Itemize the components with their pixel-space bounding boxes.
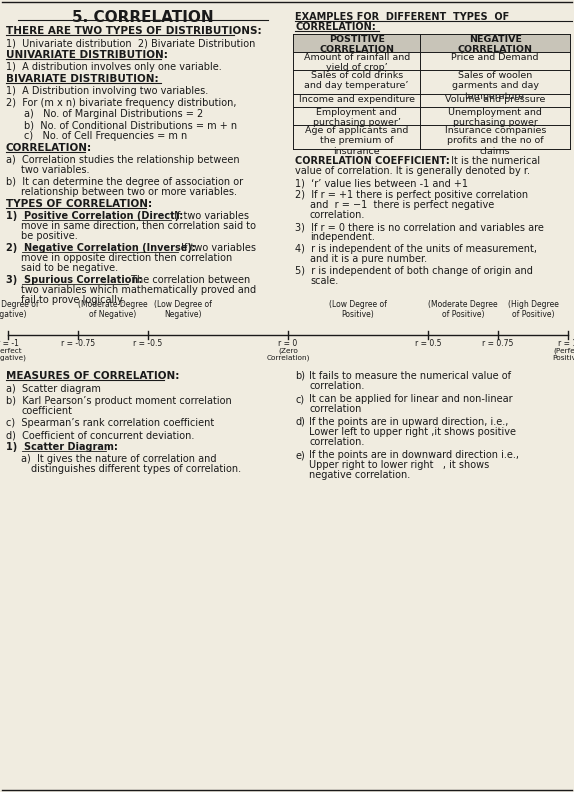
Text: b): b) [295,371,305,381]
Text: EXAMPLES FOR  DIFFERENT  TYPES  OF: EXAMPLES FOR DIFFERENT TYPES OF [295,12,509,22]
Text: The correlation between: The correlation between [128,275,250,285]
Text: independent.: independent. [310,232,375,242]
Text: THERE ARE TWO TYPES OF DISTRIBUTIONS:: THERE ARE TWO TYPES OF DISTRIBUTIONS: [6,26,262,36]
Text: 1)  A distribution involves only one variable.: 1) A distribution involves only one vari… [6,62,222,72]
Text: Sales of cold drinks
and day temperature’: Sales of cold drinks and day temperature… [304,71,409,90]
Text: CORRELATION:: CORRELATION: [295,22,376,32]
Text: c): c) [295,394,304,404]
Text: distinguishes different types of correlation.: distinguishes different types of correla… [31,464,241,474]
Text: (Moderate Degree
of Positive): (Moderate Degree of Positive) [428,299,498,319]
Text: 2)  Negative Correlation (Inverse):: 2) Negative Correlation (Inverse): [6,243,196,253]
Text: (Moderate Degree
of Negative): (Moderate Degree of Negative) [78,299,148,319]
Text: r = 0: r = 0 [278,339,298,348]
Text: 2)  If r = +1 there is perfect positive correlation: 2) If r = +1 there is perfect positive c… [295,190,528,200]
Text: 3)  Spurious Correlation:: 3) Spurious Correlation: [6,275,142,285]
Text: be positive.: be positive. [21,231,77,241]
Text: two variables which mathematically proved and: two variables which mathematically prove… [21,285,256,295]
Text: d)  Coefficient of concurrent deviation.: d) Coefficient of concurrent deviation. [6,430,195,440]
Text: correlation.: correlation. [309,437,364,447]
Text: and it is a pure number.: and it is a pure number. [310,254,427,264]
Text: a)  Correlation studies the relationship between: a) Correlation studies the relationship … [6,155,239,165]
Text: correlation.: correlation. [309,381,364,391]
Text: Employment and
purchasing power’: Employment and purchasing power’ [313,108,401,128]
Text: move in same direction, then correlation said to: move in same direction, then correlation… [21,221,256,231]
Text: 3)  If r = 0 there is no correlation and variables are: 3) If r = 0 there is no correlation and … [295,222,544,232]
Text: correlation.: correlation. [310,210,366,220]
Text: It fails to measure the numerical value of: It fails to measure the numerical value … [309,371,511,381]
Text: It can be applied for linear and non-linear: It can be applied for linear and non-lin… [309,394,513,404]
Text: (Perfect
Positive): (Perfect Positive) [552,347,574,361]
Text: It is the numerical: It is the numerical [448,156,540,166]
Text: UNIVARIATE DISTRIBUTION:: UNIVARIATE DISTRIBUTION: [6,50,168,60]
Text: e): e) [295,450,305,460]
Text: (High Degree
of Positive): (High Degree of Positive) [507,299,559,319]
Text: a)  Scatter diagram: a) Scatter diagram [6,384,101,394]
Text: (High Degree of
Negative): (High Degree of Negative) [0,299,38,319]
Text: (Low Degree of
Negative): (Low Degree of Negative) [154,299,212,319]
Text: POSTITIVE
CORRELATION: POSTITIVE CORRELATION [319,35,394,55]
Text: 1)  Scatter Diagram:: 1) Scatter Diagram: [6,442,118,452]
Text: relationship between two or more variables.: relationship between two or more variabl… [21,187,237,197]
Text: 1)  ‘r’ value lies between -1 and +1: 1) ‘r’ value lies between -1 and +1 [295,178,468,188]
Text: move in opposite direction then correlation: move in opposite direction then correlat… [21,253,232,263]
Text: Age of applicants and
the premium of
insurance: Age of applicants and the premium of ins… [305,126,408,156]
Text: If two variables: If two variables [171,211,249,221]
Text: (Perfect
Negative): (Perfect Negative) [0,347,26,361]
Text: 1)  Positive Correlation (Direct):: 1) Positive Correlation (Direct): [6,211,183,221]
Text: value of correlation. It is generally denoted by r.: value of correlation. It is generally de… [295,166,530,176]
Text: BIVARIATE DISTRIBUTION:: BIVARIATE DISTRIBUTION: [6,74,158,84]
Text: (Zero
Correlation): (Zero Correlation) [266,347,310,361]
Text: 5)  r is independent of both change of origin and: 5) r is independent of both change of or… [295,266,533,276]
Text: If the points are in upward direction, i.e.,: If the points are in upward direction, i… [309,417,509,427]
Text: 5. CORRELATION: 5. CORRELATION [72,10,214,25]
Text: Price and Demand: Price and Demand [452,53,539,62]
Text: c)  Spearman’s rank correlation coefficient: c) Spearman’s rank correlation coefficie… [6,418,214,428]
Text: two variables.: two variables. [21,165,90,175]
Text: Volume and pressure: Volume and pressure [445,95,545,104]
Text: d): d) [295,417,305,427]
Text: c)   No. of Cell Frequencies = m n: c) No. of Cell Frequencies = m n [24,131,187,141]
Text: r = -0.5: r = -0.5 [133,339,162,348]
Text: said to be negative.: said to be negative. [21,263,118,273]
Text: a)   No. of Marginal Distributions = 2: a) No. of Marginal Distributions = 2 [24,109,203,119]
Text: and  r = −1  there is perfect negative: and r = −1 there is perfect negative [310,200,494,210]
Text: Upper right to lower right   , it shows: Upper right to lower right , it shows [309,460,489,470]
Text: fail to prove logically.: fail to prove logically. [21,295,125,305]
Bar [293,34,570,52]
Text: 2)  For (m x n) bivariate frequency distribution,: 2) For (m x n) bivariate frequency distr… [6,98,236,108]
Text: scale.: scale. [310,276,338,286]
Text: If the points are in downward direction i.e.,: If the points are in downward direction … [309,450,519,460]
Text: Unemployment and
purchasing power: Unemployment and purchasing power [448,108,542,128]
Text: MEASURES OF CORRELATION:: MEASURES OF CORRELATION: [6,371,179,381]
Text: 4)  r is independent of the units of measurement,: 4) r is independent of the units of meas… [295,244,537,254]
Text: 1)  A Distribution involving two variables.: 1) A Distribution involving two variable… [6,86,208,96]
Text: Income and expenditure: Income and expenditure [298,95,414,104]
Text: If two variables: If two variables [178,243,256,253]
Text: NEGATIVE
CORRELATION: NEGATIVE CORRELATION [457,35,533,55]
Text: Insurance companies
profits and the no of
claims: Insurance companies profits and the no o… [444,126,546,156]
Text: negative correlation.: negative correlation. [309,470,410,480]
Text: r = 1: r = 1 [559,339,574,348]
Text: coefficient: coefficient [21,406,72,416]
Text: r = 0.75: r = 0.75 [482,339,514,348]
Text: Lower left to upper right ,it shows positive: Lower left to upper right ,it shows posi… [309,427,516,437]
Text: r = 0.5: r = 0.5 [415,339,441,348]
Text: a)  It gives the nature of correlation and: a) It gives the nature of correlation an… [21,454,216,464]
Text: Sales of woolen
garments and day
temperature: Sales of woolen garments and day tempera… [452,71,539,101]
Text: (Low Degree of
Positive): (Low Degree of Positive) [329,299,387,319]
Text: TYPES OF CORRELATION:: TYPES OF CORRELATION: [6,199,152,209]
Text: r = -1: r = -1 [0,339,19,348]
Text: CORRELATION:: CORRELATION: [6,143,92,153]
Text: CORRELATION COEFFICIENT:: CORRELATION COEFFICIENT: [295,156,450,166]
Text: b)  It can determine the degree of association or: b) It can determine the degree of associ… [6,177,243,187]
Text: Amount of rainfall and
yield of crop’: Amount of rainfall and yield of crop’ [304,53,410,72]
Text: 1)  Univariate distribution  2) Bivariate Distribution: 1) Univariate distribution 2) Bivariate … [6,38,255,48]
Text: correlation: correlation [309,404,362,414]
Text: b)  Karl Pearson’s product moment correlation: b) Karl Pearson’s product moment correla… [6,396,232,406]
Text: b)  No. of Conditional Distributions = m + n: b) No. of Conditional Distributions = m … [24,120,237,130]
Text: r = -0.75: r = -0.75 [61,339,95,348]
